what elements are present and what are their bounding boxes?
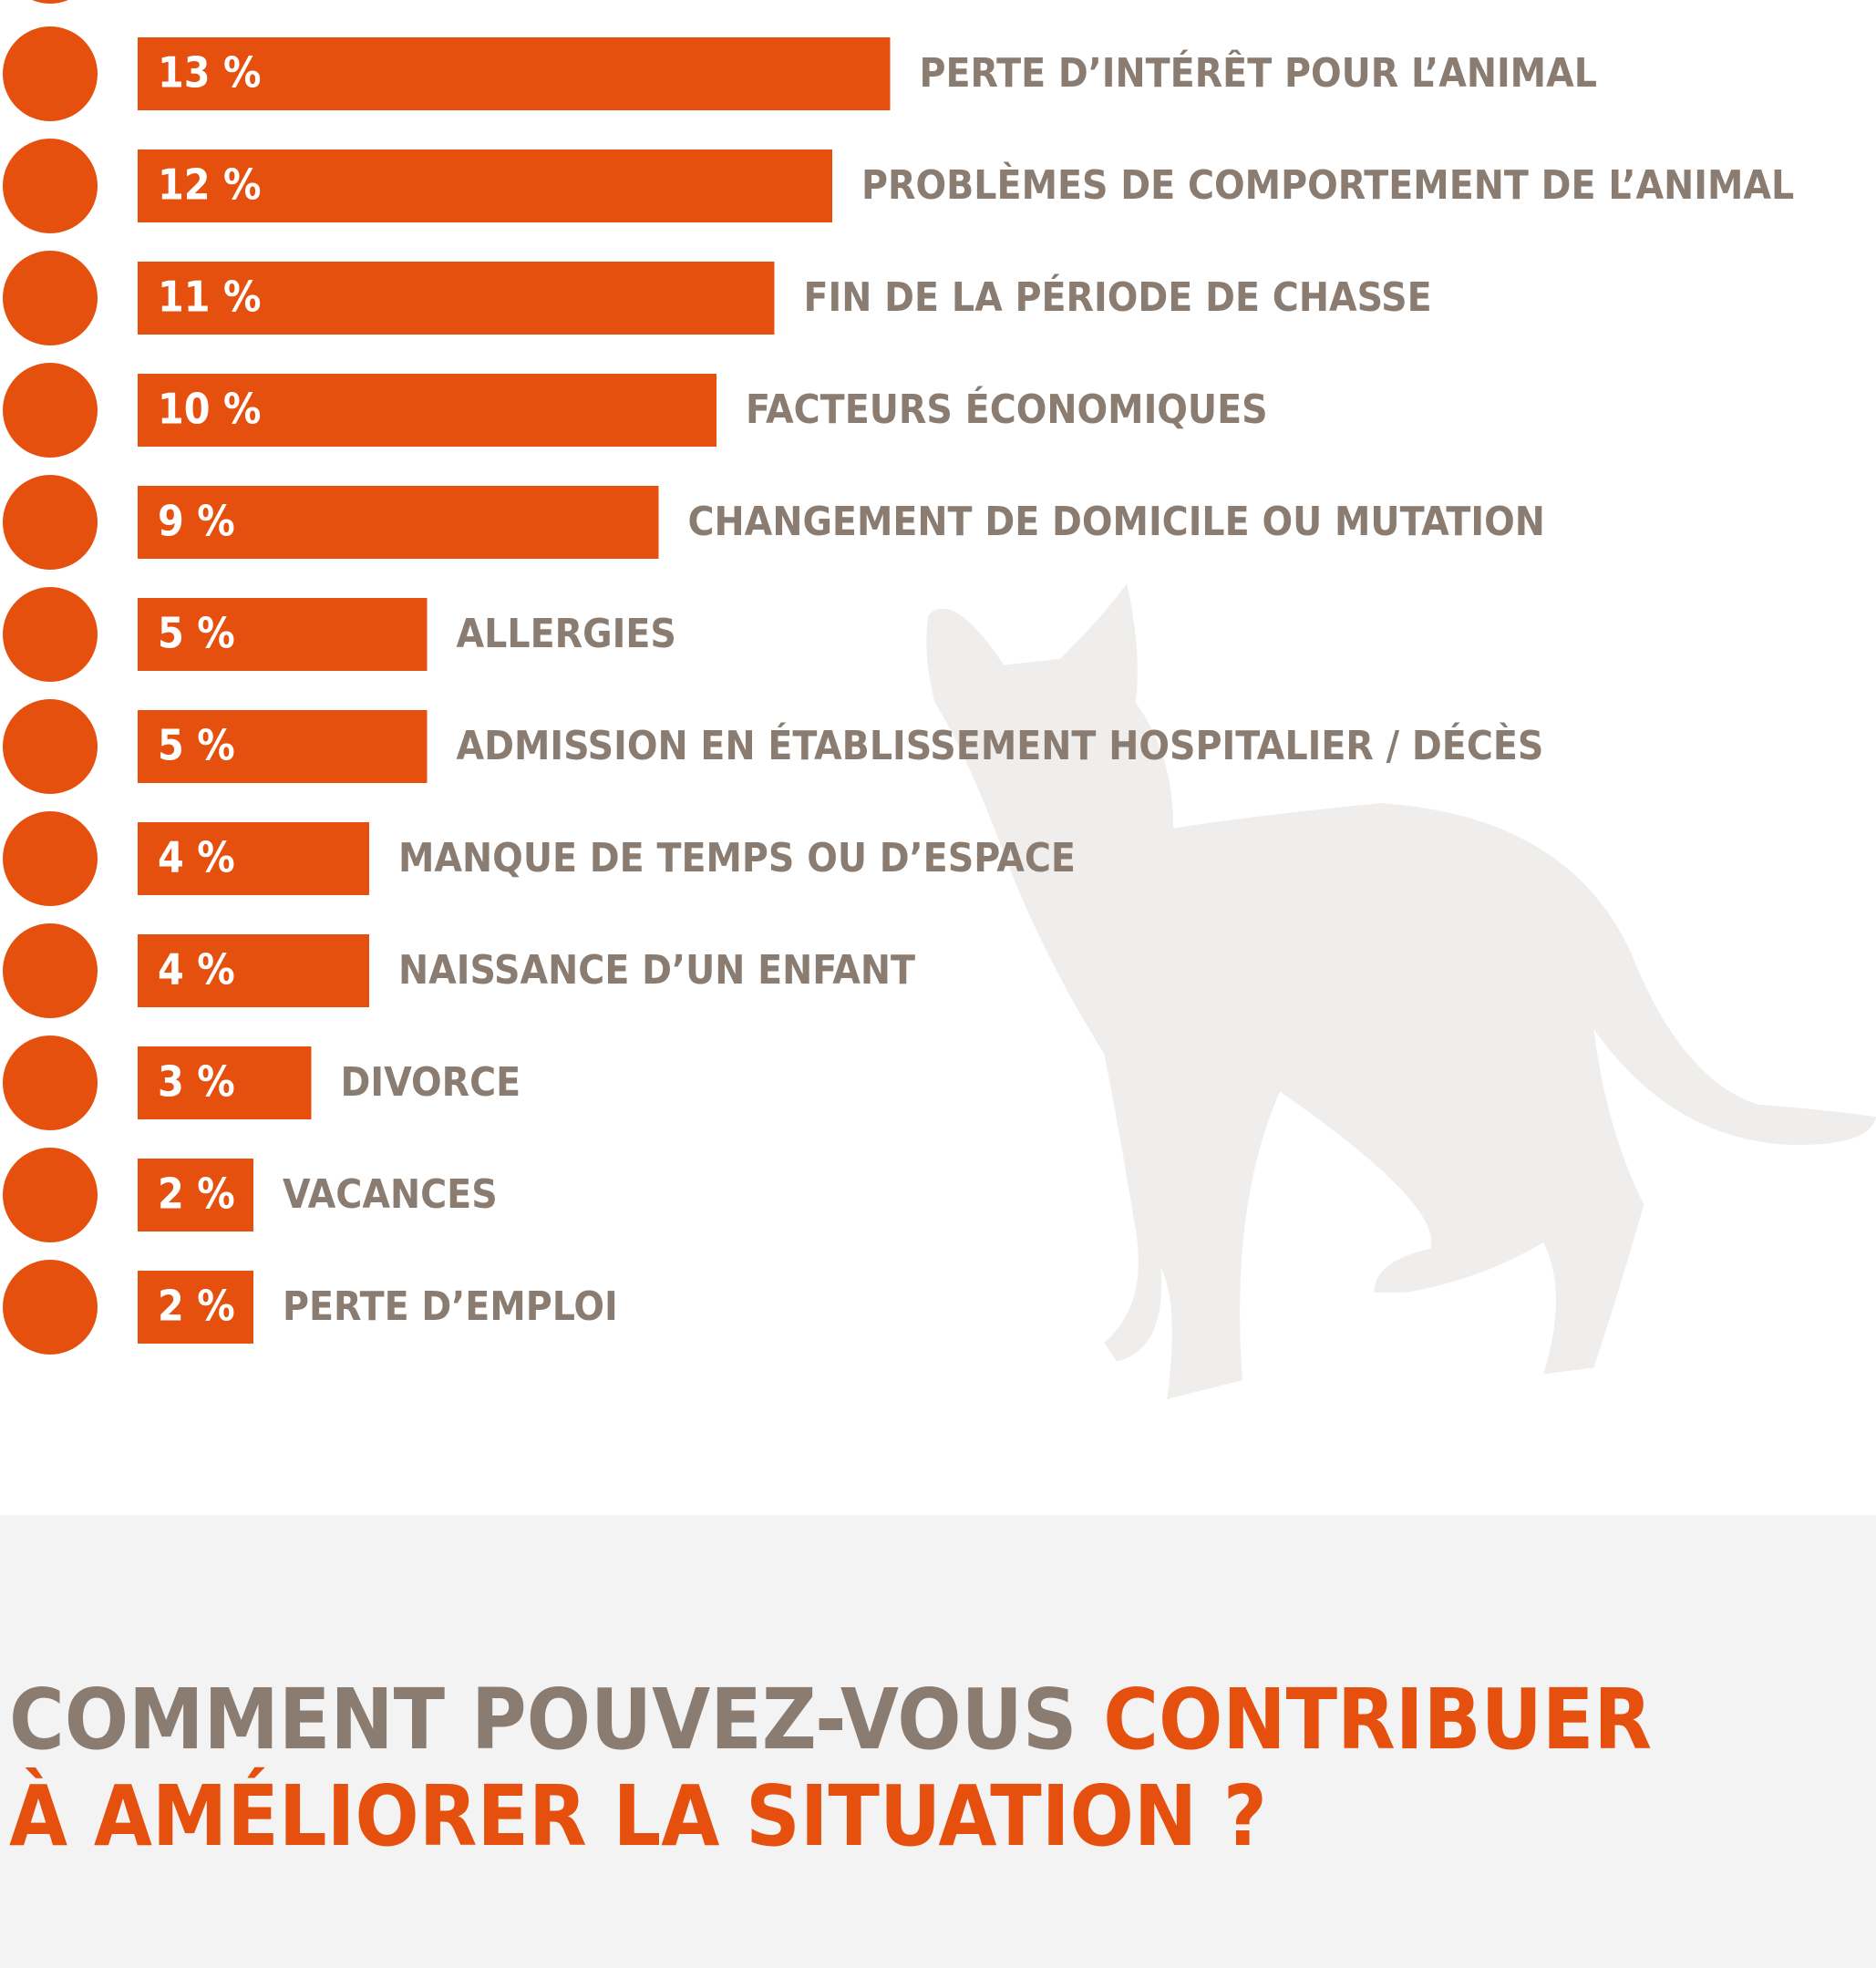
footer-heading-line2: À AMÉLIORER LA SITUATION ? (9, 1767, 1267, 1865)
icon (3, 587, 98, 682)
category-label: NAISSANCE D’UN ENFANT (398, 947, 915, 994)
cat-silhouette (926, 583, 1876, 1399)
icon (3, 139, 98, 233)
value-label: 5 % (158, 609, 235, 658)
category-label: FIN DE LA PÉRIODE DE CHASSE (804, 273, 1432, 321)
category-label: PERTE D’INTÉRÊT POUR L’ANIMAL (920, 48, 1597, 97)
icon (3, 1148, 98, 1242)
icon (3, 475, 98, 570)
icon (3, 699, 98, 794)
icon (3, 26, 98, 121)
page: 13 % PERTE D’INTÉRÊT POUR L’ANIMAL 12 % PRO… (0, 0, 1876, 1968)
value-label: 2 % (158, 1282, 235, 1331)
value-label: 4 % (158, 833, 235, 882)
icon (3, 811, 98, 906)
value-label: 4 % (158, 945, 235, 994)
value-label: 5 % (158, 721, 235, 770)
category-label: FACTEURS ÉCONOMIQUES (746, 385, 1268, 433)
icon (3, 363, 98, 458)
icon (3, 251, 98, 345)
heading-orange: CONTRIBUER (1103, 1671, 1652, 1768)
category-label: MANQUE DE TEMPS OU D’ESPACE (398, 835, 1076, 881)
category-label: PROBLÈMES DE COMPORTEMENT DE L’ANIMAL (861, 160, 1794, 209)
icon (3, 1036, 98, 1130)
icon (3, 923, 98, 1018)
icon (3, 0, 98, 4)
value-label: 2 % (158, 1169, 235, 1219)
category-label: DIVORCE (341, 1059, 521, 1106)
value-label: 11 % (158, 273, 261, 322)
category-label: PERTE D’EMPLOI (283, 1283, 618, 1330)
icon (3, 1260, 98, 1355)
heading-gray: COMMENT POUVEZ-VOUS (9, 1671, 1077, 1768)
category-label: CHANGEMENT DE DOMICILE OU MUTATION (688, 499, 1545, 545)
footer-heading: COMMENT POUVEZ-VOUS CONTRIBUER (9, 1671, 1652, 1768)
value-label: 13 % (158, 48, 261, 98)
value-label: 3 % (158, 1057, 235, 1107)
category-label: ADMISSION EN ÉTABLISSEMENT HOSPITALIER /… (457, 721, 1544, 769)
value-label: 9 % (158, 497, 235, 546)
value-label: 12 % (158, 160, 261, 210)
category-label: ALLERGIES (457, 611, 676, 657)
value-label: 10 % (158, 385, 261, 434)
category-label: VACANCES (283, 1171, 498, 1218)
